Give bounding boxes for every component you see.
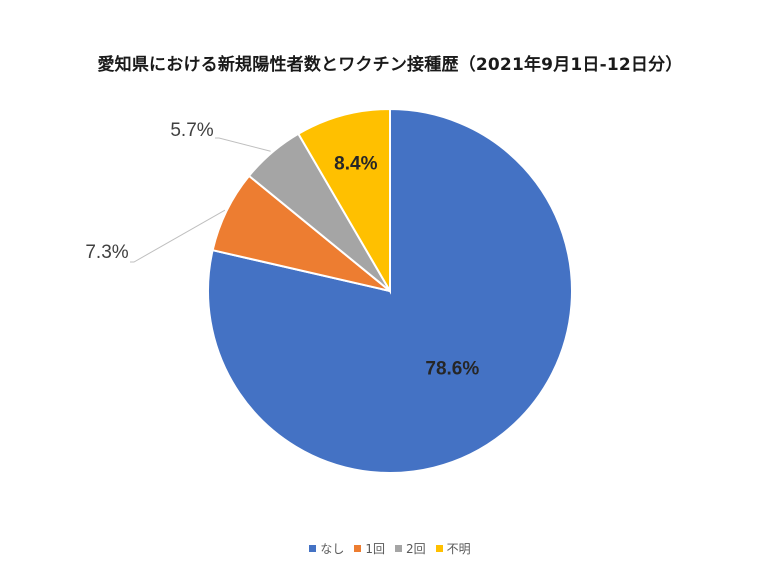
legend-label-1: なし	[320, 542, 345, 556]
legend: なし 1回 2回 不明	[0, 540, 780, 557]
leader-line-3	[215, 137, 271, 152]
legend-item-1: なし	[309, 540, 344, 557]
data-label-3: 5.7%	[170, 120, 213, 141]
legend-item-3: 2回	[395, 540, 426, 557]
legend-label-4: 不明	[446, 542, 471, 556]
legend-swatch-4	[435, 545, 443, 552]
legend-item-4: 不明	[435, 540, 471, 557]
legend-label-3: 2回	[406, 542, 426, 556]
data-labels: 78.6% 7.3% 5.7% 8.4%	[85, 120, 479, 379]
chart-title: 愛知県における新規陽性者数とワクチン接種歴（2021年9月1日-12日分）	[97, 55, 683, 75]
legend-label-2: 1回	[365, 542, 385, 556]
data-label-1: 78.6%	[425, 358, 479, 379]
leader-lines	[130, 137, 271, 263]
legend-swatch-2	[354, 545, 362, 552]
pie-slice-4	[296, 107, 391, 295]
pie-slices	[207, 107, 573, 474]
data-label-2: 7.3%	[85, 242, 128, 263]
legend-item-2: 1回	[354, 540, 385, 557]
legend-swatch-1	[309, 545, 317, 552]
data-label-4: 8.4%	[334, 154, 377, 175]
leader-line-2	[130, 209, 226, 263]
legend-swatch-3	[395, 545, 402, 552]
